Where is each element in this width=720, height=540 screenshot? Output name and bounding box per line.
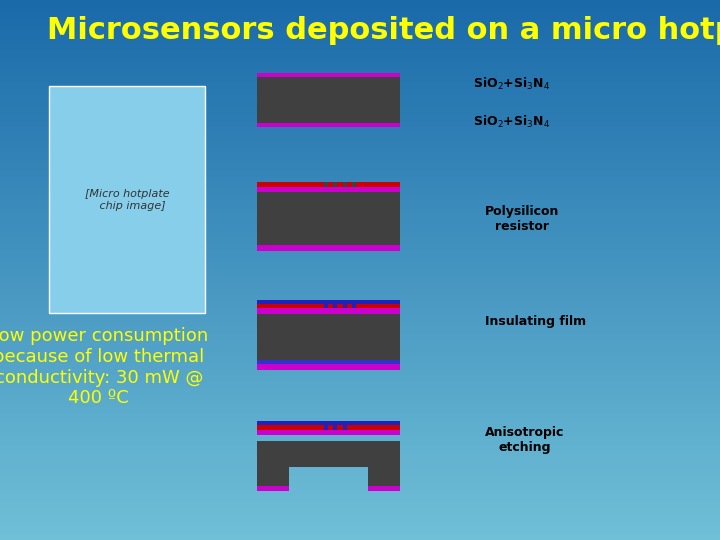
- FancyBboxPatch shape: [49, 86, 205, 313]
- Bar: [258, 190, 400, 246]
- Bar: [258, 430, 400, 435]
- Bar: [324, 425, 328, 430]
- Bar: [343, 182, 346, 186]
- Text: Polysilicon
resistor: Polysilicon resistor: [485, 205, 559, 233]
- Bar: [333, 425, 337, 430]
- Text: Microsensors deposited on a micro hotplate: Microsensors deposited on a micro hotpla…: [47, 16, 720, 45]
- Bar: [258, 486, 289, 491]
- Bar: [369, 486, 400, 491]
- Bar: [333, 182, 337, 186]
- Bar: [352, 303, 356, 308]
- Text: SiO$_2$+Si$_3$N$_4$: SiO$_2$+Si$_3$N$_4$: [473, 76, 551, 92]
- Text: Insulating film: Insulating film: [485, 315, 586, 328]
- Bar: [369, 467, 400, 491]
- Text: [Micro hotplate
   chip image]: [Micro hotplate chip image]: [85, 189, 169, 211]
- FancyBboxPatch shape: [258, 73, 400, 77]
- Bar: [258, 308, 400, 314]
- Bar: [258, 313, 400, 360]
- Bar: [258, 421, 400, 425]
- Bar: [258, 186, 400, 192]
- Bar: [258, 467, 289, 491]
- FancyBboxPatch shape: [258, 77, 400, 123]
- Bar: [258, 303, 400, 308]
- Text: Low power consumption
because of low thermal
conductivity: 30 mW @
400 ºC: Low power consumption because of low the…: [0, 327, 208, 407]
- Bar: [333, 303, 337, 308]
- Bar: [258, 360, 400, 364]
- Bar: [258, 425, 400, 430]
- FancyBboxPatch shape: [258, 123, 400, 127]
- Text: Anisotropic
etching: Anisotropic etching: [485, 426, 564, 454]
- Bar: [258, 246, 400, 251]
- Bar: [258, 182, 400, 186]
- Bar: [258, 364, 400, 370]
- Bar: [258, 300, 400, 303]
- Bar: [258, 441, 400, 467]
- Bar: [352, 182, 356, 186]
- Bar: [324, 182, 328, 186]
- Bar: [343, 303, 346, 308]
- Text: SiO$_2$+Si$_3$N$_4$: SiO$_2$+Si$_3$N$_4$: [473, 113, 551, 130]
- Bar: [324, 303, 328, 308]
- Bar: [343, 425, 346, 430]
